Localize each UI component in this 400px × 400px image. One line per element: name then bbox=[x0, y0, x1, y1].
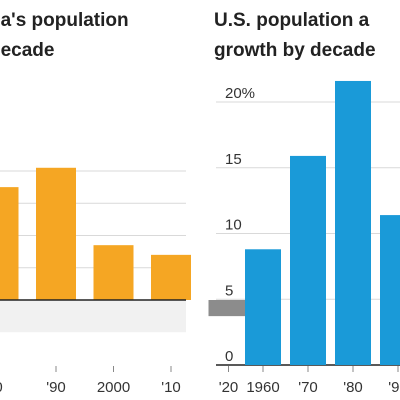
bar bbox=[290, 155, 326, 365]
left-chart-title: na's population decade bbox=[0, 6, 129, 66]
right-title-line-1: U.S. population a bbox=[214, 10, 370, 31]
bar bbox=[245, 249, 281, 365]
y-tick-label: 0 bbox=[225, 348, 233, 365]
x-tick-label: '70 bbox=[298, 379, 318, 396]
left-title-line-2: decade bbox=[0, 40, 55, 61]
bar bbox=[380, 215, 400, 365]
right-chart-title: U.S. population a growth by decade bbox=[214, 6, 376, 66]
y-tick-label: 20% bbox=[225, 85, 255, 102]
bar bbox=[0, 187, 19, 300]
bar bbox=[335, 80, 371, 366]
right-bar-chart: 0 5 10 15 20% 1960 '70 '80 '90 bbox=[216, 80, 400, 396]
x-tick-label: 0 bbox=[0, 379, 3, 396]
x-tick-label: '20 bbox=[219, 379, 239, 396]
left-title-line-1: na's population bbox=[0, 10, 129, 31]
x-tick-label: 2000 bbox=[97, 379, 130, 396]
bar bbox=[208, 300, 249, 317]
bar bbox=[93, 245, 134, 300]
y-tick-label: 15 bbox=[225, 151, 242, 168]
y-tick-label: 10 bbox=[225, 217, 242, 234]
x-tick-label: '80 bbox=[343, 379, 363, 396]
x-tick-label: '10 bbox=[161, 379, 181, 396]
x-tick-label: 1960 bbox=[246, 379, 279, 396]
right-title-line-2: growth by decade bbox=[214, 40, 376, 61]
negative-value-band bbox=[0, 300, 186, 333]
left-bar-chart: 0 '90 2000 '10 '20 bbox=[0, 167, 249, 396]
x-tick-label: '90 bbox=[46, 379, 66, 396]
y-tick-label: 5 bbox=[225, 282, 233, 299]
bar bbox=[36, 167, 76, 300]
x-tick-label: '90 bbox=[388, 379, 400, 396]
bar bbox=[151, 254, 191, 300]
